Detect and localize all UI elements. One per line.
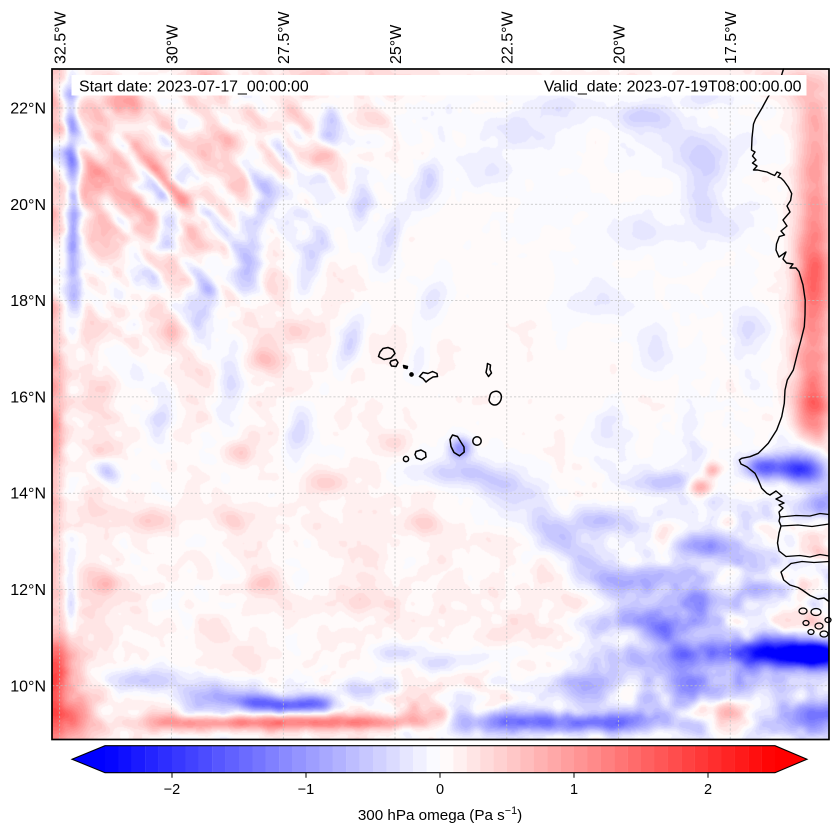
svg-text:Start date: 2023-07-17_00:00:0: Start date: 2023-07-17_00:00:00 <box>79 79 309 96</box>
svg-text:18°N: 18°N <box>10 293 46 310</box>
svg-text:14°N: 14°N <box>10 486 46 503</box>
svg-text:10°N: 10°N <box>10 678 46 695</box>
svg-text:22.5°W: 22.5°W <box>500 10 517 64</box>
svg-text:17.5°W: 17.5°W <box>723 10 740 64</box>
svg-text:20°N: 20°N <box>10 197 46 214</box>
svg-text:0: 0 <box>436 782 444 798</box>
svg-text:16°N: 16°N <box>10 389 46 406</box>
svg-text:32.5°W: 32.5°W <box>53 10 70 64</box>
svg-text:12°N: 12°N <box>10 582 46 599</box>
svg-text:30°W: 30°W <box>164 24 181 64</box>
svg-text:−2: −2 <box>164 782 181 798</box>
svg-text:Valid_date: 2023-07-19T08:00:0: Valid_date: 2023-07-19T08:00:00.00 <box>544 79 802 96</box>
svg-text:25°W: 25°W <box>388 24 405 64</box>
svg-text:−1: −1 <box>298 782 315 798</box>
svg-text:2: 2 <box>704 782 712 798</box>
svg-text:27.5°W: 27.5°W <box>276 10 293 64</box>
svg-text:300 hPa omega (Pa s−1): 300 hPa omega (Pa s−1) <box>358 805 522 824</box>
svg-text:20°W: 20°W <box>611 24 628 64</box>
svg-text:22°N: 22°N <box>10 101 46 118</box>
svg-text:1: 1 <box>570 782 578 798</box>
